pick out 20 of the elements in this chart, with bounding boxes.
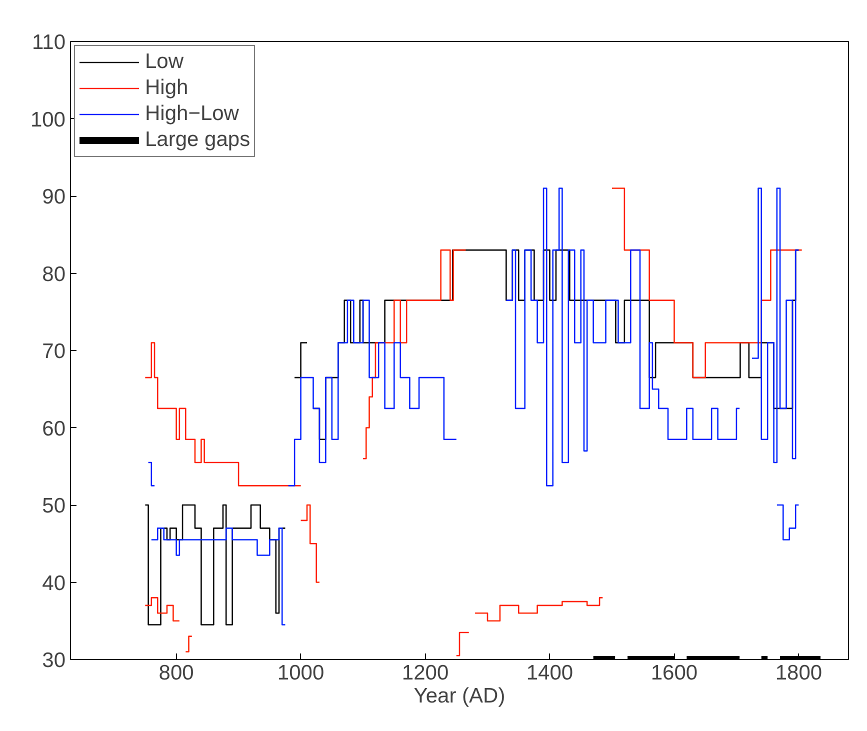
y-tick-label: 50	[42, 494, 66, 518]
x-axis-title: Year (AD)	[414, 684, 506, 708]
x-tick-label: 1600	[650, 662, 698, 684]
y-tick-label: 110	[32, 31, 66, 54]
y-tick-label: 40	[42, 572, 66, 595]
legend-label: Large gaps	[145, 128, 250, 152]
x-tick-label: 1000	[277, 662, 324, 684]
y-tick-label: 80	[42, 262, 66, 286]
legend-label: Low	[145, 50, 184, 74]
x-tick-label: 1400	[526, 662, 574, 684]
x-tick-label: 1800	[775, 662, 822, 684]
x-tick-label: 800	[158, 662, 194, 684]
y-tick-label: 70	[42, 340, 66, 363]
legend-label: High	[145, 76, 188, 100]
x-tick-label: 1200	[402, 662, 449, 684]
y-tick-label: 90	[42, 186, 66, 208]
y-tick-label: 100	[30, 108, 66, 132]
y-tick-label: 30	[42, 649, 66, 672]
y-tick-label: 60	[42, 417, 66, 440]
legend-label: High−Low	[145, 102, 239, 126]
